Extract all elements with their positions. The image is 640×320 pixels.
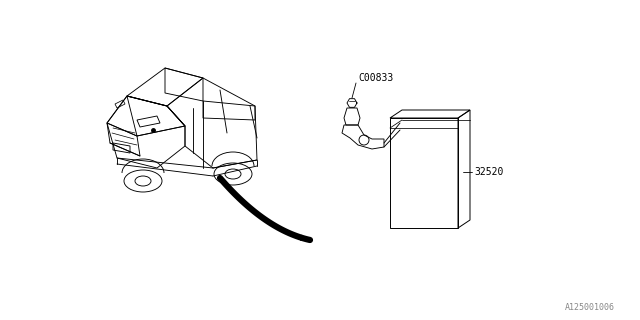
Bar [390,118,458,228]
Text: 32520: 32520 [474,167,504,177]
Text: C00833: C00833 [358,73,393,83]
Text: A125001006: A125001006 [565,303,615,312]
